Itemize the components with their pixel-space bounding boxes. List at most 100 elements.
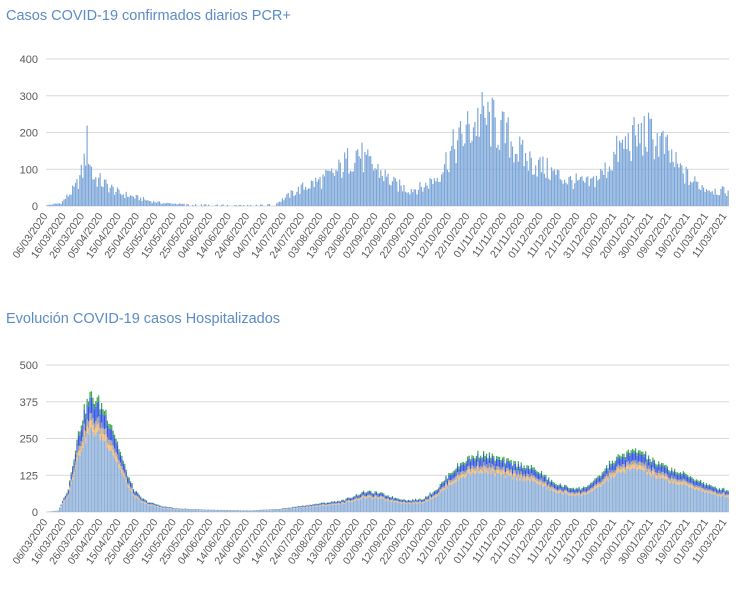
chart1-bar (655, 146, 657, 206)
chart2-bar-segment (647, 455, 650, 459)
chart2-bar-segment (364, 493, 366, 496)
chart1-bar (215, 205, 217, 206)
chart2-bar-segment (244, 510, 246, 512)
chart2-bar-segment (115, 438, 117, 443)
chart2-bar-segment (662, 471, 664, 475)
chart2-bar-segment (558, 491, 560, 493)
chart2-bar-segment (336, 501, 339, 503)
chart2-bar-segment (64, 500, 67, 512)
chart2-bar-segment (364, 497, 366, 499)
chart2-bar-segment (66, 497, 68, 499)
chart2-bar-segment (478, 470, 480, 474)
chart2-bar-segment (584, 488, 586, 492)
chart1-bar (365, 154, 367, 206)
chart2-bar-segment (86, 426, 88, 433)
chart2-bar-segment (669, 481, 671, 484)
chart2-bar-segment (685, 485, 687, 512)
chart2-bar-segment (689, 477, 692, 483)
chart2-bar-segment (665, 464, 667, 468)
chart2-bar-segment (98, 430, 100, 512)
chart1-bar (630, 160, 632, 206)
chart2-bar-segment (504, 475, 506, 478)
chart2-bar-segment (147, 502, 149, 505)
chart2-bar-segment (422, 499, 424, 502)
chart2-bar-segment (606, 465, 608, 468)
chart1-bar (629, 151, 631, 206)
chart2-bar-segment (694, 480, 696, 483)
chart2-bar-segment (287, 507, 289, 509)
chart1-bar (694, 176, 696, 206)
chart2-bar-segment (496, 472, 498, 512)
chart1-bar (83, 153, 85, 206)
chart2-bar-segment (137, 492, 139, 494)
chart2-bar-segment (151, 504, 153, 506)
chart2-bar-segment (335, 502, 337, 504)
chart2-bar-segment (425, 499, 427, 501)
chart2-bar-segment (131, 491, 133, 512)
chart2-bar-segment (610, 466, 612, 473)
chart2-bar-segment (516, 474, 518, 478)
chart2-bar-segment (406, 500, 408, 502)
chart2-bar-segment (548, 485, 550, 488)
chart2-bar-segment (416, 502, 418, 504)
chart2-bar-segment (439, 490, 441, 493)
chart1-bar (574, 183, 576, 206)
chart2-bar-segment (221, 510, 223, 512)
chart2-bar-segment (118, 449, 120, 453)
chart2-bar-segment (297, 506, 300, 508)
chart2-bar-segment (705, 483, 708, 485)
chart2-bar-segment (416, 502, 418, 503)
chart2-bar-segment (74, 453, 77, 462)
chart2-bar-segment (594, 478, 596, 481)
chart2-bar-segment (454, 480, 456, 483)
chart2-bar-segment (333, 503, 336, 505)
chart2-bar-segment (647, 472, 650, 512)
chart2-bar-segment (500, 475, 502, 512)
chart2-bar-segment (653, 462, 655, 470)
chart2-bar-segment (592, 488, 595, 491)
chart1-bar (297, 186, 299, 206)
chart2-bar-segment (590, 488, 592, 490)
chart2-bar-segment (645, 462, 647, 466)
chart2-bar-segment (445, 477, 447, 483)
chart2-bar-segment (701, 489, 703, 492)
chart1-bar (128, 196, 130, 206)
chart2-bar-segment (99, 433, 101, 441)
chart2-bar-segment (73, 459, 75, 462)
chart2-bar-segment (637, 450, 640, 454)
chart2-bar-segment (267, 510, 269, 512)
chart2-bar-segment (53, 511, 55, 512)
chart2-bar-segment (344, 502, 346, 504)
chart2-bar-segment (365, 497, 368, 499)
chart2-bar-segment (629, 455, 631, 464)
chart2-bar-segment (532, 480, 534, 512)
chart2-bar-segment (704, 492, 706, 512)
chart2-bar-segment (676, 484, 679, 512)
chart2-bar-segment (313, 506, 315, 512)
chart2-bar-segment (509, 473, 511, 477)
chart2-bar-segment (413, 500, 415, 503)
chart2-bar-segment (642, 454, 644, 463)
chart2-bar-segment (417, 501, 420, 503)
chart1-bar (142, 197, 145, 206)
chart1-bar (161, 203, 163, 206)
chart2-bar-segment (471, 465, 473, 469)
chart2-bar-segment (375, 491, 378, 493)
chart2-bar-segment (137, 498, 139, 512)
chart2-bar-segment (381, 492, 383, 494)
chart2-bar-segment (691, 483, 693, 486)
chart2-bar-segment (260, 510, 262, 512)
chart2-bar-segment (520, 464, 522, 472)
chart2-bar-segment (213, 510, 216, 512)
chart2-bar-segment (228, 510, 230, 512)
chart2-bar-segment (552, 489, 554, 491)
chart1-bar (529, 151, 531, 206)
chart2-bar-segment (413, 500, 415, 501)
chart2-bar-segment (407, 503, 409, 512)
chart2-bar-segment (566, 492, 569, 495)
chart2-bar-segment (300, 506, 302, 508)
chart2-bar-segment (530, 476, 532, 480)
chart2-bar-segment (519, 466, 521, 469)
chart2-bar-segment (131, 490, 133, 492)
chart2-bar-segment (552, 481, 554, 484)
